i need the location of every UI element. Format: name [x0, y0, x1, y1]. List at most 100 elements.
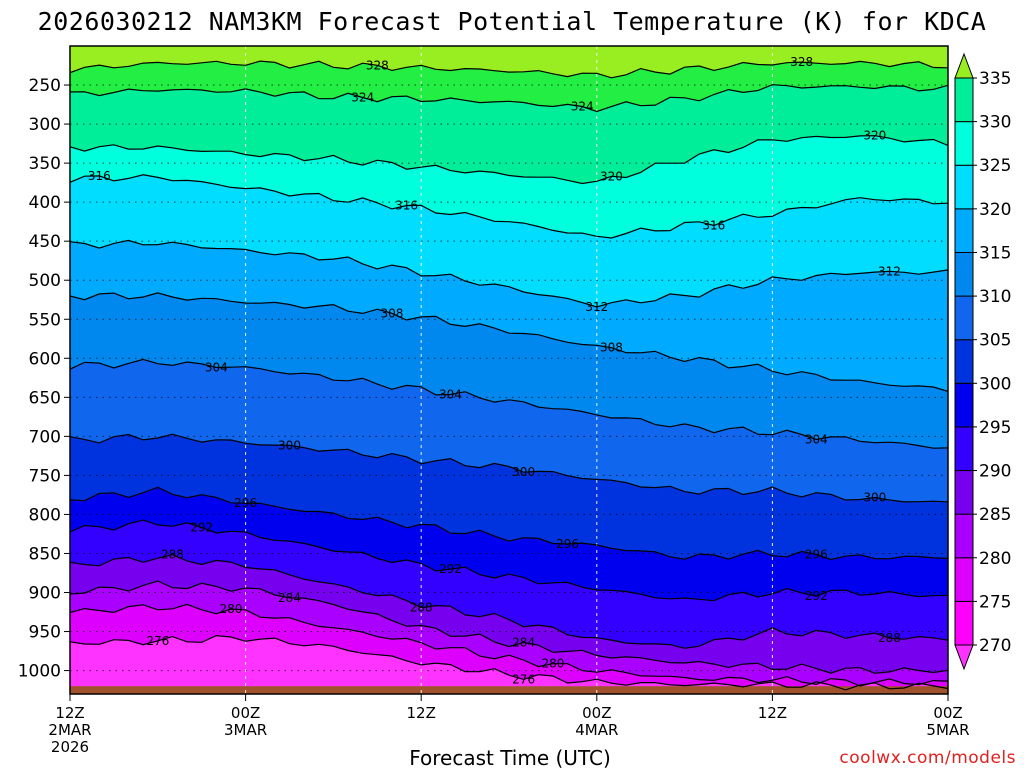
contour-label-296: 296 — [234, 496, 257, 510]
x-tick-label: 12Z — [407, 704, 436, 722]
y-tick-label-550: 550 — [29, 310, 61, 330]
y-axis: 250 300 350 400 450 500 550 600 650 700 750 800 850 9… — [18, 76, 70, 682]
contour-label-292: 292 — [439, 562, 462, 576]
contour-label-324: 324 — [351, 90, 374, 104]
surface-ground — [70, 686, 948, 694]
colorbar-label-295: 295 — [979, 418, 1011, 438]
colorbar-label-270: 270 — [979, 636, 1011, 656]
contour-labels: 276 276 280 280 284 284 288 288 288 292 292 292 296 2… — [88, 55, 901, 686]
colorbar-box-305 — [954, 295, 974, 341]
contour-label-320: 320 — [863, 129, 886, 143]
colorbar-box-280 — [954, 513, 974, 559]
isentrope-308 — [70, 292, 948, 392]
y-tick-label-900: 900 — [29, 584, 61, 604]
contour-label-292: 292 — [805, 589, 828, 603]
x-tick-label: 12Z — [55, 704, 84, 722]
colorbar-label-290: 290 — [979, 462, 1011, 482]
contour-label-316: 316 — [395, 198, 418, 212]
x-axis-label: Forecast Time (UTC) — [409, 746, 611, 768]
contour-label-300: 300 — [863, 491, 886, 505]
isentrope-292 — [70, 519, 948, 602]
isentrope-304 — [70, 358, 948, 449]
contour-label-300: 300 — [512, 465, 535, 479]
x-tick-label: 5MAR — [926, 721, 969, 739]
contour-label-288: 288 — [878, 631, 901, 645]
isentrope-contours — [70, 60, 948, 691]
credit-text: coolwx.com/models — [839, 748, 1016, 768]
colorbar-box-290 — [954, 426, 974, 472]
isentrope-284 — [70, 580, 948, 674]
contour-label-276: 276 — [512, 672, 535, 686]
isentrope-312 — [70, 239, 948, 308]
colorbar-label-335: 335 — [979, 69, 1011, 89]
x-tick-label: 00Z — [582, 704, 611, 722]
x-tick-label: 00Z — [933, 704, 962, 722]
contour-label-316: 316 — [88, 169, 111, 183]
contour-label-328: 328 — [790, 55, 813, 69]
colorbar-box-285 — [954, 470, 974, 515]
contour-label-304: 304 — [205, 360, 228, 374]
isentrope-280 — [70, 603, 948, 687]
contour-label-308: 308 — [380, 306, 403, 320]
colorbar-box-315 — [954, 208, 974, 253]
plot-area — [70, 46, 948, 694]
colorbar-box-275 — [954, 557, 974, 602]
contour-label-328: 328 — [366, 58, 389, 72]
contour-label-276: 276 — [146, 634, 169, 648]
isentrope-300 — [70, 433, 948, 503]
y-tick-label-250: 250 — [29, 76, 61, 96]
contour-label-324: 324 — [571, 99, 594, 113]
contour-label-312: 312 — [878, 264, 901, 278]
isentrope-320 — [70, 135, 948, 185]
y-tick-label-950: 950 — [29, 623, 61, 643]
colorbar-max-arrow — [954, 52, 974, 79]
contour-label-284: 284 — [512, 636, 535, 650]
contour-label-292: 292 — [190, 521, 213, 535]
isentrope-316 — [70, 174, 948, 239]
colorbar-box-325 — [954, 121, 974, 166]
contour-label-296: 296 — [556, 537, 579, 551]
fill-band-top — [70, 46, 948, 62]
y-tick-label-700: 700 — [29, 427, 61, 447]
colorbar-box-320 — [954, 164, 974, 210]
isentrope-328 — [70, 60, 948, 79]
y-tick-label-350: 350 — [29, 154, 61, 174]
colorbar-label-330: 330 — [979, 113, 1011, 133]
y-tick-label-500: 500 — [29, 271, 61, 291]
contour-label-280: 280 — [220, 602, 243, 616]
colorbar-min-arrow — [954, 644, 974, 671]
x-tick-label: 12Z — [758, 704, 787, 722]
colorbar-label-320: 320 — [979, 200, 1011, 220]
contour-label-316: 316 — [702, 219, 725, 233]
chart-title: 2026030212 NAM3KM Forecast Potential Tem… — [38, 7, 987, 36]
contour-label-300: 300 — [278, 438, 301, 452]
y-tick-label-750: 750 — [29, 466, 61, 486]
y-tick-label-450: 450 — [29, 232, 61, 252]
plot-frame — [69, 45, 949, 695]
x-tick-label: 2MAR — [48, 721, 91, 739]
contour-label-308: 308 — [600, 341, 623, 355]
y-tick-label-800: 800 — [29, 505, 61, 525]
colorbar-box-330 — [954, 77, 974, 123]
colorbar-box-295 — [954, 382, 974, 428]
colorbar-label-325: 325 — [979, 156, 1011, 176]
isentrope-324 — [70, 84, 948, 113]
y-tick-label-650: 650 — [29, 388, 61, 408]
contour-label-312: 312 — [585, 300, 608, 314]
y-tick-label-1000: 1000 — [18, 662, 61, 682]
y-tick-label-600: 600 — [29, 349, 61, 369]
colorbar-box-270 — [954, 600, 974, 646]
colorbar: 270 275 280 285 290 295 300 305 310 315 320 325 330 3… — [954, 52, 1011, 671]
colorbar-label-305: 305 — [979, 331, 1011, 351]
contour-label-296: 296 — [805, 547, 828, 561]
colorbar-label-280: 280 — [979, 549, 1011, 569]
x-tick-label: 3MAR — [224, 721, 267, 739]
contour-label-284: 284 — [278, 591, 301, 605]
contour-label-288: 288 — [410, 601, 433, 615]
contour-label-304: 304 — [805, 432, 828, 446]
contour-label-288: 288 — [161, 548, 184, 562]
colorbar-label-275: 275 — [979, 592, 1011, 612]
y-tick-label-300: 300 — [29, 115, 61, 135]
